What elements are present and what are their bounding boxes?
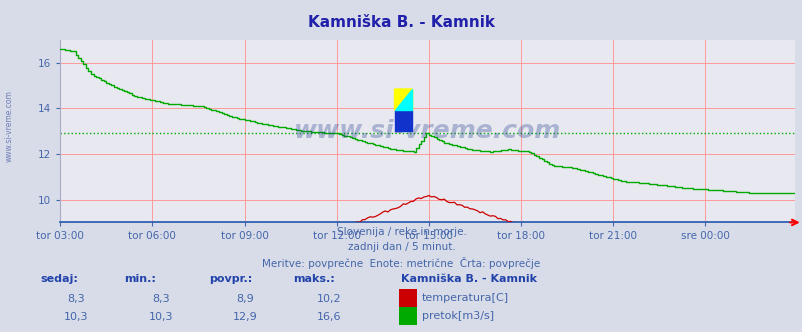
Text: zadnji dan / 5 minut.: zadnji dan / 5 minut. <box>347 242 455 252</box>
Text: sedaj:: sedaj: <box>40 274 78 284</box>
Polygon shape <box>394 89 412 110</box>
Text: temperatura[C]: temperatura[C] <box>421 293 508 303</box>
Text: min.:: min.: <box>124 274 156 284</box>
Bar <box>399 289 416 307</box>
Text: Slovenija / reke in morje.: Slovenija / reke in morje. <box>336 227 466 237</box>
Text: www.si-vreme.com: www.si-vreme.com <box>294 119 561 143</box>
Bar <box>399 307 416 325</box>
Text: 10,3: 10,3 <box>64 312 88 322</box>
Bar <box>394 110 412 131</box>
Text: 16,6: 16,6 <box>317 312 341 322</box>
Polygon shape <box>394 89 412 110</box>
Text: 10,3: 10,3 <box>148 312 172 322</box>
Text: Kamniška B. - Kamnik: Kamniška B. - Kamnik <box>308 15 494 30</box>
Text: povpr.:: povpr.: <box>209 274 252 284</box>
Text: 10,2: 10,2 <box>317 294 341 304</box>
Text: pretok[m3/s]: pretok[m3/s] <box>421 311 493 321</box>
Text: 8,3: 8,3 <box>152 294 169 304</box>
Text: Kamniška B. - Kamnik: Kamniška B. - Kamnik <box>401 274 537 284</box>
Text: maks.:: maks.: <box>293 274 334 284</box>
Text: Meritve: povprečne  Enote: metrične  Črta: povprečje: Meritve: povprečne Enote: metrične Črta:… <box>262 257 540 269</box>
Text: 8,9: 8,9 <box>236 294 253 304</box>
Polygon shape <box>394 89 412 110</box>
Text: www.si-vreme.com: www.si-vreme.com <box>5 90 14 162</box>
Text: 12,9: 12,9 <box>233 312 257 322</box>
Polygon shape <box>394 89 412 110</box>
Text: 8,3: 8,3 <box>67 294 85 304</box>
